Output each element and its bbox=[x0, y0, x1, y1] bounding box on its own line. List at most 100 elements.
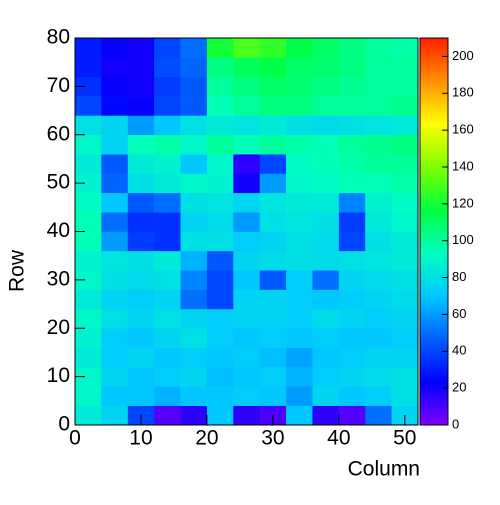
heat-cell bbox=[233, 173, 260, 194]
heat-cell bbox=[391, 347, 419, 368]
heat-cell bbox=[233, 154, 260, 174]
heat-cell bbox=[365, 270, 392, 290]
heat-cell bbox=[154, 57, 181, 77]
heat-cell bbox=[75, 57, 102, 77]
heat-cell bbox=[312, 347, 340, 368]
heat-cell bbox=[233, 134, 260, 155]
z-tick-label: 0 bbox=[452, 416, 459, 431]
heat-cell bbox=[259, 212, 287, 232]
heat-cell bbox=[180, 115, 208, 136]
heat-cell bbox=[391, 250, 419, 271]
heat-cell bbox=[127, 76, 155, 97]
heat-cell bbox=[286, 386, 313, 406]
heat-cell bbox=[127, 212, 155, 232]
heat-cell bbox=[101, 134, 129, 155]
heat-cell bbox=[259, 115, 287, 136]
heat-cell bbox=[127, 38, 155, 58]
heat-cell bbox=[233, 212, 260, 232]
heat-cell bbox=[127, 366, 155, 387]
x-tick-label: 50 bbox=[393, 427, 416, 450]
z-tick-label: 200 bbox=[452, 48, 474, 63]
heat-cell bbox=[259, 134, 287, 155]
heat-cell bbox=[391, 231, 419, 252]
heat-cell bbox=[75, 134, 102, 155]
heat-cell bbox=[365, 289, 392, 310]
heat-cell bbox=[75, 347, 102, 368]
heat-cell bbox=[154, 231, 181, 252]
heat-cell bbox=[365, 57, 392, 77]
heat-cell bbox=[338, 250, 366, 271]
heat-cell bbox=[286, 154, 313, 174]
heat-cell bbox=[233, 366, 260, 387]
heat-cell bbox=[233, 231, 260, 252]
heat-cell bbox=[286, 366, 313, 387]
heat-cell bbox=[365, 134, 392, 155]
heat-cell bbox=[286, 96, 313, 116]
y-tick-label: 30 bbox=[47, 267, 70, 290]
heat-cell bbox=[101, 173, 129, 194]
heat-cell bbox=[206, 289, 234, 310]
heat-cell bbox=[101, 250, 129, 271]
heat-cell bbox=[206, 405, 234, 426]
heat-cell bbox=[101, 289, 129, 310]
heat-cell bbox=[206, 134, 234, 155]
heat-cell bbox=[233, 192, 260, 213]
heat-cell bbox=[312, 38, 340, 58]
heat-cell bbox=[286, 250, 313, 271]
heat-cell bbox=[365, 347, 392, 368]
heat-cell bbox=[101, 386, 129, 406]
heat-cell bbox=[365, 76, 392, 97]
heat-cell bbox=[101, 347, 129, 368]
heat-cell bbox=[312, 212, 340, 232]
heat-cell bbox=[154, 212, 181, 232]
heat-cell bbox=[180, 289, 208, 310]
heat-cell bbox=[391, 38, 419, 58]
heat-cell bbox=[206, 192, 234, 213]
heat-cell bbox=[127, 289, 155, 310]
heat-cell bbox=[259, 76, 287, 97]
heat-cell bbox=[101, 270, 129, 290]
heat-cell bbox=[75, 405, 102, 426]
z-tick-label: 160 bbox=[452, 122, 474, 137]
heat-cell bbox=[312, 231, 340, 252]
heat-cell bbox=[127, 173, 155, 194]
heat-cell bbox=[154, 115, 181, 136]
heat-cell bbox=[338, 96, 366, 116]
heat-cell bbox=[154, 154, 181, 174]
heat-cell bbox=[206, 231, 234, 252]
heat-cell bbox=[286, 270, 313, 290]
heat-cell bbox=[127, 250, 155, 271]
heat-cell bbox=[206, 57, 234, 77]
heat-cell bbox=[312, 76, 340, 97]
heat-cell bbox=[391, 366, 419, 387]
heat-cell bbox=[101, 328, 129, 348]
heat-cell bbox=[180, 192, 208, 213]
heat-cell bbox=[312, 57, 340, 77]
heat-cell bbox=[312, 115, 340, 136]
heat-cell bbox=[286, 328, 313, 348]
heat-cell bbox=[180, 154, 208, 174]
heat-cell bbox=[365, 96, 392, 116]
heat-cell bbox=[75, 289, 102, 310]
heat-cell bbox=[101, 57, 129, 77]
x-tick-label: 0 bbox=[69, 427, 81, 450]
heat-cell bbox=[101, 192, 129, 213]
heat-cell bbox=[312, 308, 340, 329]
heat-cell bbox=[391, 328, 419, 348]
heat-cell bbox=[338, 154, 366, 174]
heat-cell bbox=[127, 96, 155, 116]
heat-cell bbox=[259, 57, 287, 77]
heat-cell bbox=[338, 347, 366, 368]
heat-cell bbox=[338, 173, 366, 194]
heat-cell bbox=[127, 192, 155, 213]
heat-cell bbox=[180, 250, 208, 271]
heat-cell bbox=[180, 386, 208, 406]
heat-cell bbox=[154, 96, 181, 116]
heat-cell bbox=[154, 328, 181, 348]
heat-cell bbox=[391, 212, 419, 232]
heat-cell bbox=[127, 134, 155, 155]
heat-cell bbox=[154, 38, 181, 58]
heat-cell bbox=[206, 96, 234, 116]
heat-cell bbox=[365, 386, 392, 406]
heat-cell bbox=[127, 115, 155, 136]
